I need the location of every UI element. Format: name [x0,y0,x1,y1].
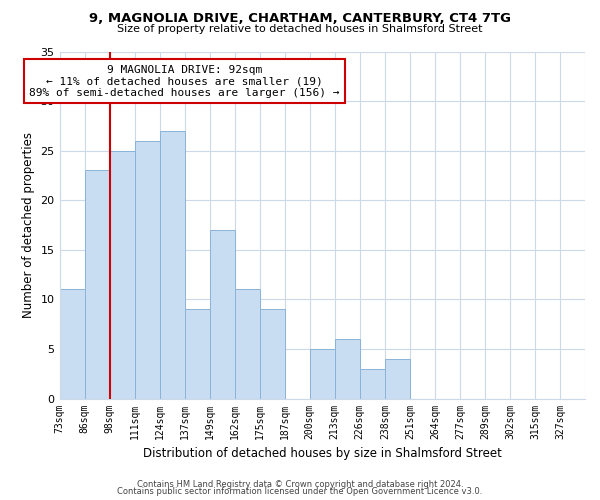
Text: Size of property relative to detached houses in Shalmsford Street: Size of property relative to detached ho… [117,24,483,34]
Bar [185,310,209,398]
Bar [310,349,335,399]
Bar [235,290,260,399]
Text: Contains public sector information licensed under the Open Government Licence v3: Contains public sector information licen… [118,487,482,496]
Bar [85,170,110,398]
Bar [335,339,360,398]
Y-axis label: Number of detached properties: Number of detached properties [22,132,35,318]
Bar [360,369,385,398]
Text: 9, MAGNOLIA DRIVE, CHARTHAM, CANTERBURY, CT4 7TG: 9, MAGNOLIA DRIVE, CHARTHAM, CANTERBURY,… [89,12,511,26]
Text: 9 MAGNOLIA DRIVE: 92sqm
← 11% of detached houses are smaller (19)
89% of semi-de: 9 MAGNOLIA DRIVE: 92sqm ← 11% of detache… [29,64,340,98]
X-axis label: Distribution of detached houses by size in Shalmsford Street: Distribution of detached houses by size … [143,447,502,460]
Bar [134,140,160,398]
Text: Contains HM Land Registry data © Crown copyright and database right 2024.: Contains HM Land Registry data © Crown c… [137,480,463,489]
Bar [260,310,285,398]
Bar [209,230,235,398]
Bar [110,150,134,398]
Bar [59,290,85,399]
Bar [385,359,410,399]
Bar [160,131,185,398]
